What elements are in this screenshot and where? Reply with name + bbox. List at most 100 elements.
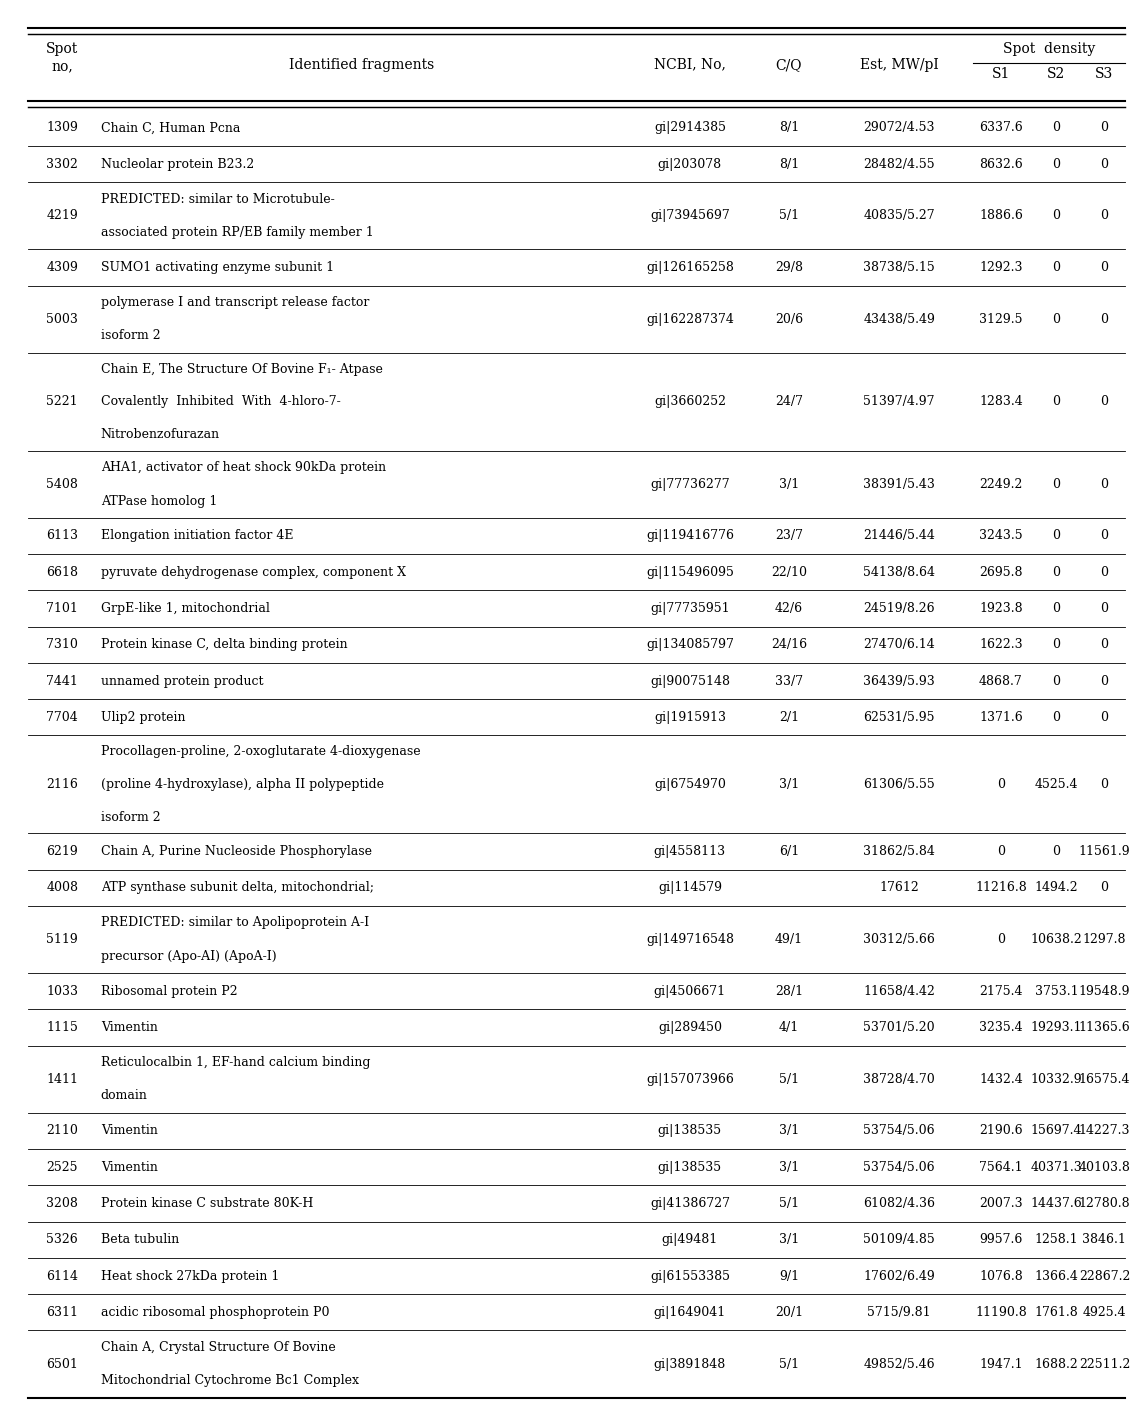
Text: 53754/5.06: 53754/5.06	[863, 1125, 935, 1137]
Text: 7441: 7441	[46, 675, 78, 688]
Text: 1033: 1033	[46, 984, 78, 998]
Text: gi|77735951: gi|77735951	[650, 602, 729, 614]
Text: 43438/5.49: 43438/5.49	[863, 312, 935, 326]
Text: 4008: 4008	[46, 882, 78, 894]
Text: 0: 0	[1100, 565, 1108, 579]
Text: 1947.1: 1947.1	[979, 1358, 1022, 1371]
Text: 38738/5.15: 38738/5.15	[863, 262, 935, 274]
Text: 0: 0	[1100, 262, 1108, 274]
Text: 1076.8: 1076.8	[979, 1270, 1022, 1282]
Text: gi|138535: gi|138535	[658, 1125, 722, 1137]
Text: 51397/4.97: 51397/4.97	[863, 395, 935, 408]
Text: 0: 0	[996, 845, 1005, 858]
Text: 0: 0	[1100, 478, 1108, 491]
Text: 38391/5.43: 38391/5.43	[863, 478, 935, 491]
Text: 5221: 5221	[46, 395, 78, 408]
Text: acidic ribosomal phosphoprotein P0: acidic ribosomal phosphoprotein P0	[101, 1306, 329, 1319]
Text: 1366.4: 1366.4	[1035, 1270, 1078, 1282]
Text: gi|3660252: gi|3660252	[654, 395, 726, 408]
Text: 11190.8: 11190.8	[975, 1306, 1027, 1319]
Text: 1292.3: 1292.3	[979, 262, 1022, 274]
Text: 0: 0	[1052, 638, 1061, 651]
Text: 11561.9: 11561.9	[1079, 845, 1130, 858]
Text: gi|162287374: gi|162287374	[646, 312, 734, 326]
Text: 1761.8: 1761.8	[1035, 1306, 1078, 1319]
Text: gi|149716548: gi|149716548	[646, 934, 734, 946]
Text: 6311: 6311	[46, 1306, 78, 1319]
Text: Beta tubulin: Beta tubulin	[101, 1233, 179, 1246]
Text: Chain A, Crystal Structure Of Bovine: Chain A, Crystal Structure Of Bovine	[101, 1341, 336, 1354]
Text: 6/1: 6/1	[779, 845, 798, 858]
Text: 3208: 3208	[46, 1197, 78, 1211]
Text: 9/1: 9/1	[779, 1270, 798, 1282]
Text: 0: 0	[1052, 478, 1061, 491]
Text: 14227.3: 14227.3	[1079, 1125, 1130, 1137]
Text: 11365.6: 11365.6	[1079, 1021, 1130, 1033]
Text: polymerase I and transcript release factor: polymerase I and transcript release fact…	[101, 295, 369, 309]
Text: 0: 0	[1052, 845, 1061, 858]
Text: 1371.6: 1371.6	[979, 711, 1022, 724]
Text: 17602/6.49: 17602/6.49	[863, 1270, 935, 1282]
Text: 1309: 1309	[46, 121, 78, 135]
Text: 2110: 2110	[46, 1125, 78, 1137]
Text: 5003: 5003	[46, 312, 78, 326]
Text: Mitochondrial Cytochrome Bc1 Complex: Mitochondrial Cytochrome Bc1 Complex	[101, 1374, 359, 1388]
Text: 62531/5.95: 62531/5.95	[863, 711, 935, 724]
Text: gi|6754970: gi|6754970	[654, 778, 726, 792]
Text: 0: 0	[1052, 530, 1061, 543]
Text: 7704: 7704	[46, 711, 78, 724]
Text: 42/6: 42/6	[775, 602, 803, 614]
Text: gi|115496095: gi|115496095	[646, 565, 734, 579]
Text: 4219: 4219	[46, 209, 78, 222]
Text: 2190.6: 2190.6	[979, 1125, 1022, 1137]
Text: 2175.4: 2175.4	[979, 984, 1022, 998]
Text: gi|114579: gi|114579	[658, 882, 722, 894]
Text: 29072/4.53: 29072/4.53	[863, 121, 935, 135]
Text: 6501: 6501	[46, 1358, 78, 1371]
Text: 1494.2: 1494.2	[1035, 882, 1078, 894]
Text: 53754/5.06: 53754/5.06	[863, 1161, 935, 1174]
Text: Vimentin: Vimentin	[101, 1161, 157, 1174]
Text: 28482/4.55: 28482/4.55	[863, 157, 935, 170]
Text: 2695.8: 2695.8	[979, 565, 1022, 579]
Text: 0: 0	[1100, 530, 1108, 543]
Text: 22867.2: 22867.2	[1079, 1270, 1130, 1282]
Text: Elongation initiation factor 4E: Elongation initiation factor 4E	[101, 530, 293, 543]
Text: gi|2914385: gi|2914385	[654, 121, 726, 135]
Text: 27470/6.14: 27470/6.14	[863, 638, 935, 651]
Text: 40103.8: 40103.8	[1079, 1161, 1130, 1174]
Text: Vimentin: Vimentin	[101, 1021, 157, 1033]
Text: 8/1: 8/1	[779, 157, 798, 170]
Text: 2/1: 2/1	[779, 711, 798, 724]
Text: S3: S3	[1095, 67, 1114, 82]
Text: 1115: 1115	[46, 1021, 78, 1033]
Text: 6337.6: 6337.6	[979, 121, 1022, 135]
Text: 22/10: 22/10	[771, 565, 806, 579]
Text: 23/7: 23/7	[775, 530, 803, 543]
Text: 7101: 7101	[46, 602, 78, 614]
Text: C/Q: C/Q	[776, 58, 802, 72]
Text: 10638.2: 10638.2	[1030, 934, 1082, 946]
Text: 5715/9.81: 5715/9.81	[867, 1306, 931, 1319]
Text: Reticulocalbin 1, EF-hand calcium binding: Reticulocalbin 1, EF-hand calcium bindin…	[101, 1056, 370, 1069]
Text: 5326: 5326	[46, 1233, 78, 1246]
Text: gi|126165258: gi|126165258	[646, 262, 734, 274]
Text: 0: 0	[1100, 711, 1108, 724]
Text: 3/1: 3/1	[779, 778, 798, 792]
Text: 6114: 6114	[46, 1270, 78, 1282]
Text: 5/1: 5/1	[779, 1197, 798, 1211]
Text: 28/1: 28/1	[775, 984, 803, 998]
Text: 12780.8: 12780.8	[1079, 1197, 1130, 1211]
Text: isoform 2: isoform 2	[101, 811, 161, 824]
Text: 31862/5.84: 31862/5.84	[863, 845, 935, 858]
Text: 0: 0	[996, 934, 1005, 946]
Text: 16575.4: 16575.4	[1079, 1073, 1130, 1085]
Text: 0: 0	[1100, 638, 1108, 651]
Text: Heat shock 27kDa protein 1: Heat shock 27kDa protein 1	[101, 1270, 279, 1282]
Text: 8/1: 8/1	[779, 121, 798, 135]
Text: 9957.6: 9957.6	[979, 1233, 1022, 1246]
Text: 29/8: 29/8	[775, 262, 803, 274]
Text: 6618: 6618	[46, 565, 78, 579]
Text: Protein kinase C, delta binding protein: Protein kinase C, delta binding protein	[101, 638, 347, 651]
Text: AHA1, activator of heat shock 90kDa protein: AHA1, activator of heat shock 90kDa prot…	[101, 461, 386, 474]
